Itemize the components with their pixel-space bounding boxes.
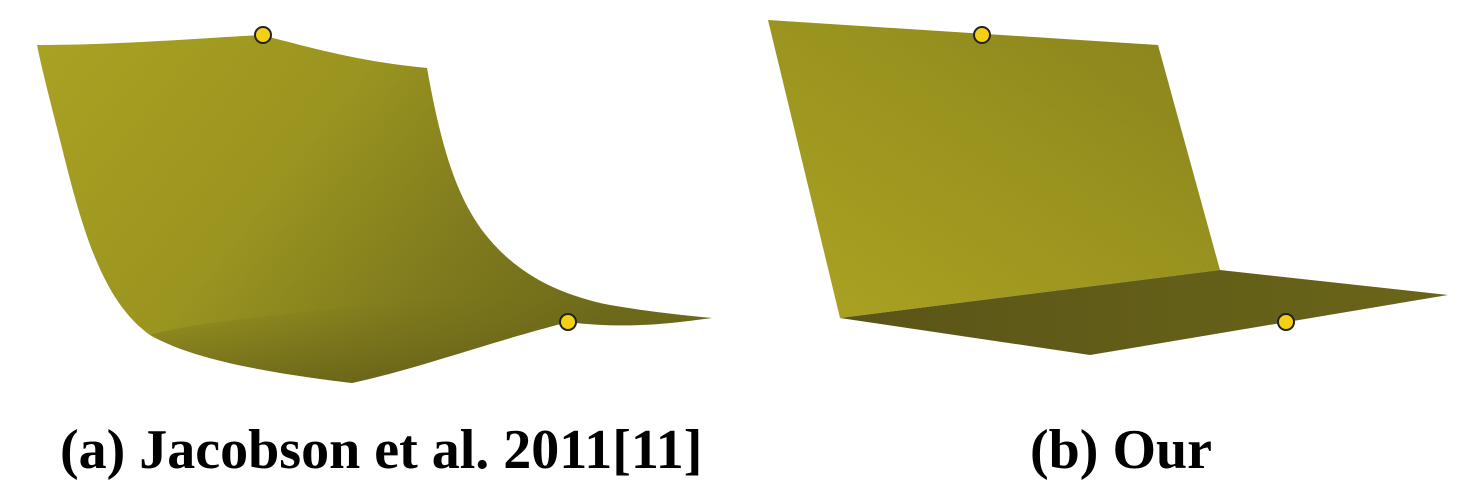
caption-our: (b) Our bbox=[1030, 419, 1212, 481]
upper-plane bbox=[768, 20, 1220, 318]
handle-point-top bbox=[973, 26, 991, 44]
handle-point-bottom bbox=[559, 313, 577, 331]
surface-figure-smooth bbox=[37, 26, 712, 383]
lower-plane bbox=[840, 270, 1448, 355]
caption-jacobson: (a) Jacobson et al. 2011[11] bbox=[60, 419, 703, 481]
surface-figure-folded bbox=[768, 20, 1448, 355]
smooth-surface bbox=[37, 35, 712, 383]
handle-point-bottom bbox=[1277, 313, 1295, 331]
handle-point-top bbox=[254, 26, 272, 44]
panel-our: (b) Our bbox=[740, 0, 1461, 493]
panel-jacobson: (a) Jacobson et al. 2011[11] bbox=[37, 26, 712, 481]
